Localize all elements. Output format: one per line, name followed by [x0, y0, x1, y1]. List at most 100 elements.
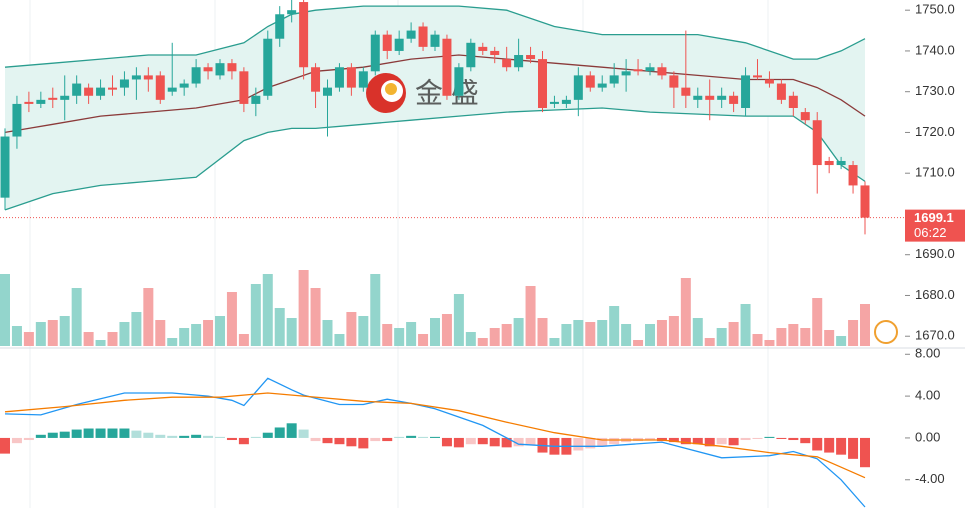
macd-histogram-bar [680, 437, 691, 445]
volume-bar [155, 320, 166, 346]
countdown: 06:22 [914, 225, 947, 240]
macd-histogram-bar [250, 436, 261, 438]
volume-bar [704, 338, 715, 346]
macd-histogram-bar [179, 435, 190, 438]
candle-body [299, 2, 309, 68]
macd-histogram-bar [119, 428, 130, 438]
macd-histogram-bar [848, 437, 859, 459]
candle-body [203, 67, 213, 72]
macd-histogram-bar [752, 437, 763, 439]
volume-bar [561, 324, 572, 346]
candle-body [155, 75, 165, 100]
macd-histogram-bar [298, 429, 309, 438]
volume-bar [262, 274, 273, 346]
last-price-label: 1699.1 [914, 210, 954, 225]
candle-body [263, 38, 273, 96]
macd-line [4, 392, 866, 479]
macd-histogram-bar [23, 437, 34, 441]
candle-body [442, 38, 452, 96]
volume-bar [621, 324, 632, 346]
volume-bar [752, 334, 763, 346]
macd-histogram-bar [609, 437, 620, 445]
volume-bar [776, 328, 787, 346]
macd-histogram-bar [728, 437, 739, 446]
candle-body [681, 87, 691, 96]
candle-body [119, 79, 129, 88]
macd-histogram-bar [573, 437, 584, 451]
candle-body [669, 75, 679, 88]
macd-histogram-bar [418, 436, 429, 438]
macd-histogram-bar [143, 432, 154, 438]
candle-body [466, 42, 476, 68]
candle-body [179, 83, 189, 88]
volume-bar [346, 312, 357, 346]
macd-histogram-bar [477, 437, 488, 445]
volume-bar [465, 332, 476, 346]
volume-bar [716, 328, 727, 346]
volume-bar [310, 288, 321, 346]
volume-bar [298, 270, 309, 346]
macd-histogram-bar [692, 437, 703, 445]
candle-body [418, 26, 428, 47]
volume-bar [477, 338, 488, 346]
candle-body [788, 95, 798, 108]
candle-body [514, 55, 524, 68]
volume-bar [203, 320, 214, 346]
volume-bar [226, 292, 237, 346]
candle-body [705, 95, 715, 100]
macd-histogram-bar [59, 431, 70, 438]
macd-histogram-bar [812, 437, 823, 451]
volume-bar [788, 324, 799, 346]
volume-bar [119, 322, 130, 346]
volume-bar [668, 316, 679, 346]
volume-bar [322, 320, 333, 346]
macd-histogram-bar [334, 437, 345, 445]
macd-histogram-bar [274, 427, 285, 438]
volume-bar [131, 312, 142, 346]
volume-bar [812, 298, 823, 346]
macd-histogram-bar [286, 423, 297, 438]
volume-bar [143, 288, 154, 346]
candle-body [478, 46, 488, 51]
volume-bar [824, 330, 835, 346]
volume-bar [680, 278, 691, 346]
volume-bar [597, 320, 608, 346]
volume-bar [633, 340, 644, 346]
candle-body [693, 95, 703, 100]
candle-body [239, 71, 249, 104]
candle-body [454, 67, 464, 96]
macd-histogram-bar [47, 432, 58, 438]
candle-body [370, 34, 380, 72]
y-tick-label: 1730.0 [915, 83, 955, 98]
candle-body [609, 75, 619, 84]
macd-histogram-bar [358, 437, 369, 449]
y-tick-label: 1720.0 [915, 124, 955, 139]
macd-histogram-bar [35, 434, 46, 438]
macd-histogram-bar [262, 432, 273, 438]
macd-histogram-bar [203, 435, 214, 438]
candle-body [72, 83, 82, 96]
candle-body [812, 120, 822, 166]
candle-body [526, 55, 536, 60]
candle-body [12, 103, 22, 137]
macd-histogram-bar [71, 429, 82, 438]
candle-body [753, 75, 762, 78]
macd-histogram-bar [155, 434, 166, 438]
volume-bar [83, 332, 94, 346]
volume-bar [286, 318, 297, 346]
candle-body [741, 75, 751, 108]
logo [385, 83, 397, 95]
macd-histogram-bar [215, 436, 225, 438]
macd-histogram-bar [453, 437, 464, 448]
candle-body [143, 75, 153, 80]
macd-histogram-bar [167, 435, 178, 438]
volume-bar [274, 308, 285, 346]
volume-bar [645, 324, 655, 346]
macd-histogram-bar [645, 437, 655, 441]
volume-bar [609, 306, 620, 346]
macd-histogram-bar [346, 437, 357, 447]
y-tick-label: 1710.0 [915, 165, 955, 180]
candle-body [561, 99, 571, 104]
volume-bar [740, 304, 751, 346]
